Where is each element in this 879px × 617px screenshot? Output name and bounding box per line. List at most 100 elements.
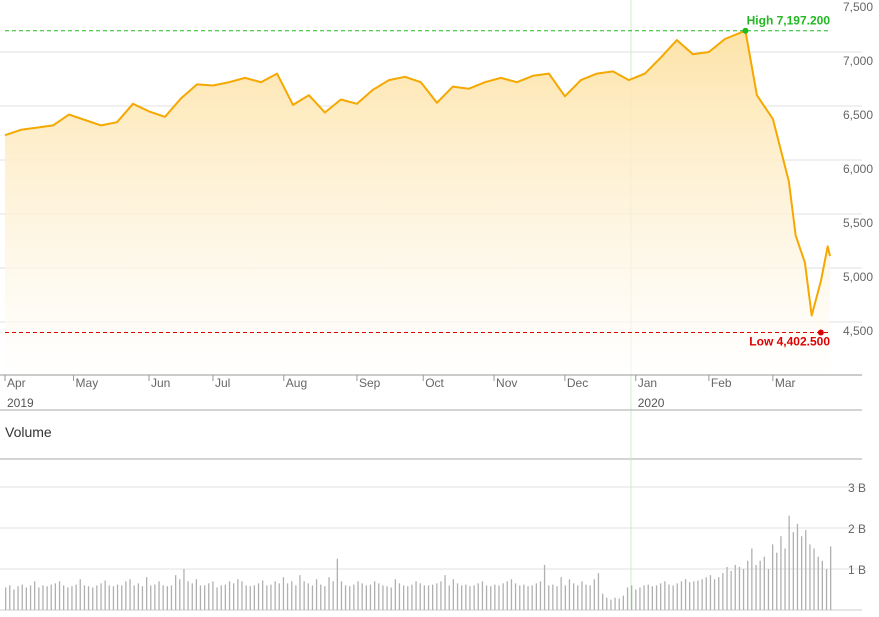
volume-bar bbox=[622, 595, 624, 610]
volume-bar bbox=[320, 584, 322, 610]
volume-bar bbox=[432, 584, 434, 610]
volume-bar bbox=[456, 583, 459, 610]
volume-bar bbox=[17, 586, 19, 610]
volume-bar bbox=[295, 585, 297, 610]
volume-bar bbox=[286, 583, 289, 610]
volume-bar bbox=[713, 579, 716, 610]
volume-bar bbox=[9, 585, 11, 610]
volume-bar bbox=[121, 585, 123, 610]
volume-bar bbox=[415, 581, 417, 610]
volume-bar bbox=[684, 579, 687, 610]
volume-bar bbox=[133, 585, 135, 610]
x-tick-label: Nov bbox=[496, 376, 517, 390]
volume-bar bbox=[71, 586, 73, 610]
volume-bar bbox=[494, 584, 496, 610]
volume-bar bbox=[581, 581, 583, 610]
volume-bar bbox=[821, 560, 823, 610]
volume-bar bbox=[87, 586, 90, 610]
volume-bar bbox=[589, 585, 591, 610]
year-label: 2020 bbox=[638, 396, 665, 410]
volume-bar bbox=[83, 585, 86, 610]
x-tick-label: May bbox=[76, 376, 99, 390]
volume-bar bbox=[527, 586, 529, 610]
volume-bar bbox=[79, 579, 81, 610]
volume-bar bbox=[817, 556, 819, 610]
volume-bar bbox=[5, 587, 7, 610]
volume-bar bbox=[270, 584, 272, 610]
volume-bar bbox=[411, 584, 413, 610]
volume-bar bbox=[154, 584, 156, 610]
price-tick-label: 7,000 bbox=[843, 54, 873, 68]
volume-bar bbox=[253, 585, 255, 610]
volume-bar bbox=[788, 515, 790, 610]
volume-bar bbox=[382, 585, 384, 610]
volume-bar bbox=[809, 544, 811, 610]
volume-bar bbox=[108, 585, 110, 610]
volume-bar bbox=[199, 585, 202, 610]
volume-bar bbox=[830, 546, 832, 610]
volume-bar bbox=[349, 586, 351, 610]
volume-bar bbox=[776, 552, 778, 610]
volume-bar bbox=[187, 581, 189, 610]
volume-bar bbox=[195, 579, 197, 610]
volume-bar bbox=[755, 564, 757, 610]
price-tick-label: 5,000 bbox=[843, 270, 873, 284]
volume-bar bbox=[697, 580, 699, 610]
volume-bar bbox=[531, 585, 533, 610]
volume-bar bbox=[54, 583, 56, 610]
volume-bar bbox=[311, 585, 314, 610]
volume-bar bbox=[75, 584, 77, 610]
volume-bar bbox=[398, 583, 401, 610]
volume-bar bbox=[436, 583, 438, 610]
volume-bar bbox=[170, 585, 173, 610]
volume-bar bbox=[543, 564, 546, 610]
volume-bar bbox=[602, 593, 604, 610]
volume-bar bbox=[772, 544, 774, 610]
volume-bar bbox=[353, 584, 355, 610]
volume-bar bbox=[34, 581, 36, 610]
volume-bar bbox=[423, 585, 425, 610]
volume-bar bbox=[722, 573, 724, 610]
volume-bar bbox=[29, 585, 32, 610]
x-tick-label: Sep bbox=[359, 376, 381, 390]
volume-bar bbox=[13, 589, 15, 610]
volume-bar bbox=[344, 585, 347, 610]
year-label: 2019 bbox=[7, 396, 34, 410]
volume-bar bbox=[477, 583, 479, 610]
volume-bar bbox=[340, 581, 343, 610]
volume-tick-label: 1 B bbox=[848, 563, 866, 577]
volume-bar bbox=[593, 579, 595, 610]
volume-bar bbox=[137, 583, 139, 610]
volume-bar bbox=[490, 586, 492, 610]
x-tick-label: Feb bbox=[711, 376, 732, 390]
volume-bar bbox=[448, 585, 450, 610]
price-tick-label: 7,500 bbox=[843, 0, 873, 14]
volume-bar bbox=[42, 585, 44, 610]
volume-bar bbox=[104, 580, 106, 610]
volume-bar bbox=[784, 548, 786, 610]
volume-bar bbox=[639, 587, 641, 610]
volume-bar bbox=[378, 583, 380, 610]
volume-bar bbox=[361, 583, 363, 610]
high-marker bbox=[742, 27, 749, 34]
volume-bar bbox=[245, 585, 247, 610]
high-label: High 7,197.200 bbox=[747, 14, 831, 28]
x-tick-label: Oct bbox=[425, 376, 444, 390]
volume-bar bbox=[655, 585, 658, 610]
volume-bar bbox=[179, 579, 181, 610]
volume-bar bbox=[324, 586, 326, 610]
volume-bar bbox=[100, 583, 102, 610]
volume-bar bbox=[519, 585, 521, 610]
volume-bar bbox=[502, 583, 504, 610]
volume-bar bbox=[278, 583, 280, 610]
volume-bar bbox=[183, 569, 185, 610]
volume-bar bbox=[204, 585, 206, 610]
volume-bar bbox=[67, 587, 69, 610]
volume-bar bbox=[469, 586, 471, 610]
x-tick-label: Mar bbox=[775, 376, 796, 390]
volume-bar bbox=[440, 581, 442, 610]
volume-bar bbox=[208, 583, 210, 610]
volume-bar bbox=[158, 581, 160, 610]
volume-bar bbox=[394, 579, 396, 610]
volume-bar bbox=[564, 585, 566, 610]
